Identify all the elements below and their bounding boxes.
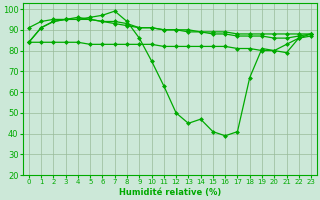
X-axis label: Humidité relative (%): Humidité relative (%) [119, 188, 221, 197]
